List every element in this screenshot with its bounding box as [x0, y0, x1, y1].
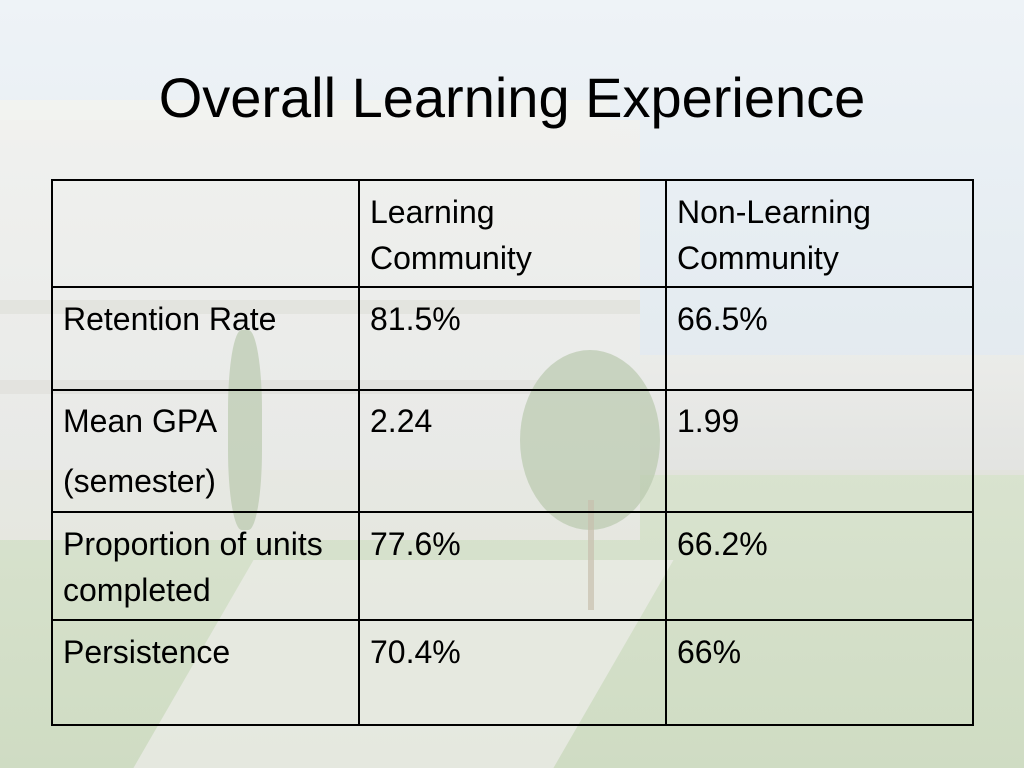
non-learning-community-value: 66.2% — [665, 511, 974, 621]
table-row: Proportion of units completed 77.6% 66.2… — [51, 511, 974, 621]
non-learning-community-value: 66.5% — [665, 286, 974, 391]
non-learning-community-value: 1.99 — [665, 389, 974, 513]
table-row: Mean GPA (semester) 2.24 1.99 — [51, 389, 974, 513]
header-cell-non-learning-community: Non-Learning Community — [665, 179, 974, 288]
row-label: Retention Rate — [51, 286, 360, 391]
table-row: Retention Rate 81.5% 66.5% — [51, 286, 974, 391]
learning-community-value: 70.4% — [358, 619, 667, 726]
learning-community-value: 77.6% — [358, 511, 667, 621]
header-cell-empty — [51, 179, 360, 288]
non-learning-community-value: 66% — [665, 619, 974, 726]
table-row: Persistence 70.4% 66% — [51, 619, 974, 726]
table-header-row: Learning Community Non-Learning Communit… — [51, 179, 974, 288]
slide-title: Overall Learning Experience — [158, 66, 866, 129]
row-label: Mean GPA (semester) — [51, 389, 360, 513]
learning-community-value: 81.5% — [358, 286, 667, 391]
row-label: Proportion of units completed — [51, 511, 360, 621]
comparison-table: Learning Community Non-Learning Communit… — [51, 179, 974, 726]
header-cell-learning-community: Learning Community — [358, 179, 667, 288]
row-label: Persistence — [51, 619, 360, 726]
learning-community-value: 2.24 — [358, 389, 667, 513]
